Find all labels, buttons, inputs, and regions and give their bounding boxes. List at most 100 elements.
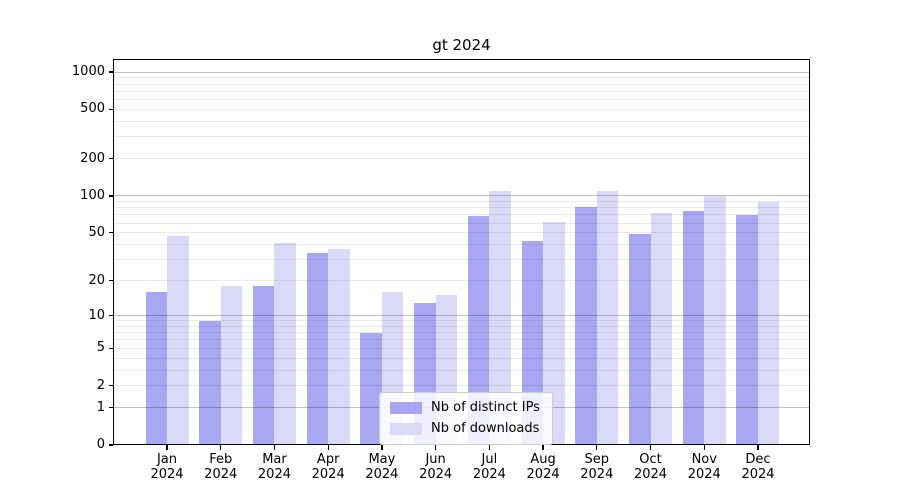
gridline-minor-3 — [113, 369, 810, 371]
x-tick-apr — [327, 445, 329, 450]
x-tick-jul — [488, 445, 490, 450]
bar-distinct-ips-nov — [682, 210, 705, 445]
gridline-minor-300 — [113, 136, 810, 138]
gridline-minor-20 — [113, 280, 810, 282]
gridline-minor-9 — [113, 320, 810, 322]
x-tick-jun — [434, 445, 437, 450]
y-tick-label-200: 200 — [80, 150, 105, 166]
y-tick-label-100: 100 — [80, 187, 105, 203]
x-tick-mar — [273, 445, 276, 450]
bar-downloads-nov — [704, 195, 726, 445]
bar-downloads-aug — [543, 222, 565, 445]
y-tick-1000 — [108, 71, 113, 73]
gridline-minor-500 — [113, 108, 810, 110]
gridline-major-1000 — [113, 71, 810, 73]
x-tick-jan — [166, 445, 168, 450]
x-label-aug: Aug 2024 — [526, 452, 560, 482]
gridline-minor-400 — [113, 120, 810, 122]
bar-distinct-ips-feb — [199, 320, 221, 445]
y-tick-500 — [108, 108, 113, 111]
gridline-minor-4 — [113, 357, 810, 359]
y-tick-label-0: 0 — [96, 437, 105, 452]
gridline-minor-700 — [113, 90, 810, 92]
gridline-major-10 — [113, 315, 810, 317]
y-tick-2 — [108, 385, 113, 387]
x-label-oct: Oct 2024 — [633, 452, 668, 482]
gridline-minor-5 — [113, 347, 810, 349]
y-tick-label-1: 1 — [96, 399, 105, 415]
y-tick-50 — [108, 232, 113, 234]
y-tick-10 — [108, 314, 113, 317]
x-tick-dec — [757, 445, 759, 450]
gridline-minor-70 — [113, 214, 810, 216]
legend-label-distinct-ips: Nb of distinct IPs — [431, 400, 540, 415]
gridline-minor-30 — [113, 259, 810, 261]
bar-distinct-ips-jul — [467, 216, 490, 445]
y-tick-label-500: 500 — [80, 101, 105, 117]
legend: Nb of distinct IPs Nb of downloads — [379, 392, 553, 445]
x-tick-feb — [220, 445, 222, 450]
legend-label-downloads: Nb of downloads — [431, 421, 540, 436]
x-label-may: May 2024 — [365, 452, 399, 482]
bar-downloads-jul — [489, 190, 511, 445]
gridline-minor-6 — [113, 339, 810, 341]
x-label-jul: Jul 2024 — [472, 452, 506, 482]
gridline-minor-60 — [113, 222, 810, 224]
bar-downloads-mar — [274, 243, 296, 445]
y-tick-200 — [108, 158, 113, 160]
gridline-minor-600 — [113, 99, 810, 101]
x-label-dec: Dec 2024 — [741, 452, 775, 482]
x-label-feb: Feb 2024 — [204, 452, 238, 482]
bar-downloads-apr — [328, 248, 350, 445]
x-tick-aug — [542, 445, 544, 450]
x-tick-oct — [649, 445, 652, 450]
gridline-minor-90 — [113, 201, 810, 202]
gridline-minor-900 — [113, 77, 810, 79]
gridline-minor-800 — [113, 83, 810, 85]
bar-downloads-sep — [596, 190, 619, 445]
gridline-minor-200 — [113, 158, 810, 160]
bar-downloads-feb — [220, 286, 243, 445]
y-tick-label-5: 5 — [96, 340, 105, 356]
bar-distinct-ips-jan — [145, 292, 167, 445]
y-tick-label-2: 2 — [96, 377, 105, 393]
y-tick-20 — [108, 280, 113, 282]
bar-distinct-ips-sep — [575, 207, 597, 445]
legend-item-downloads: Nb of downloads — [390, 421, 540, 437]
gridline-minor-80 — [113, 207, 810, 209]
bar-distinct-ips-may — [360, 332, 382, 445]
x-label-mar: Mar 2024 — [257, 452, 291, 482]
gridline-minor-7 — [113, 332, 810, 334]
bar-distinct-ips-dec — [736, 214, 758, 445]
gridline-minor-8 — [113, 325, 810, 327]
gridline-major-100 — [113, 195, 810, 197]
gridline-minor-2 — [113, 385, 810, 387]
x-label-apr: Apr 2024 — [311, 452, 345, 482]
y-tick-100 — [108, 195, 113, 197]
legend-item-distinct-ips: Nb of distinct IPs — [390, 400, 540, 416]
y-tick-5 — [108, 347, 113, 349]
y-tick-label-50: 50 — [88, 224, 105, 240]
y-tick-label-20: 20 — [88, 272, 105, 288]
x-label-jun: Jun 2024 — [419, 452, 453, 482]
bar-downloads-dec — [757, 202, 780, 445]
legend-swatch-distinct-ips — [390, 402, 422, 414]
legend-swatch-downloads — [390, 423, 422, 435]
bar-downloads-jan — [167, 236, 189, 445]
x-label-jan: Jan 2024 — [150, 452, 184, 482]
chart-title: gt 2024 — [432, 36, 491, 54]
y-tick-label-10: 10 — [88, 307, 105, 323]
y-tick-0 — [108, 444, 113, 446]
bar-distinct-ips-mar — [252, 286, 275, 445]
x-label-sep: Sep 2024 — [580, 452, 614, 482]
bar-downloads-oct — [650, 212, 673, 445]
y-tick-1 — [108, 406, 113, 409]
bar-distinct-ips-oct — [629, 233, 651, 445]
x-tick-nov — [703, 445, 705, 450]
gridline-minor-50 — [113, 232, 810, 234]
y-tick-label-1000: 1000 — [71, 64, 105, 80]
plot-area: Nb of distinct IPs Nb of downloads — [113, 59, 810, 445]
gridline-minor-40 — [113, 244, 810, 246]
x-tick-may — [381, 445, 383, 450]
